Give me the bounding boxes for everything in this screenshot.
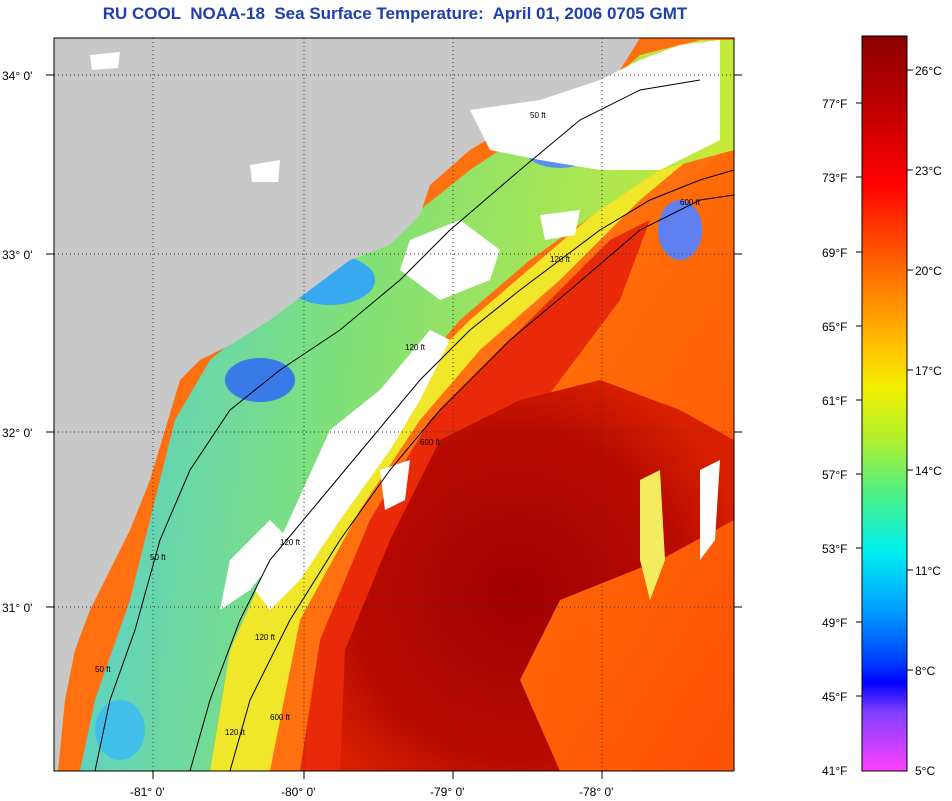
cloud-patch — [700, 460, 720, 560]
contour-label: 120 ft — [550, 255, 571, 264]
contour-label: 600 ft — [270, 713, 291, 722]
map-frame — [53, 37, 735, 772]
contour-label: 120 ft — [280, 538, 301, 547]
lat-label: 31° 0' — [2, 601, 32, 615]
lon-label: -78° 0' — [579, 785, 613, 799]
contour-label: 50 ft — [95, 665, 111, 674]
contour-label: 600 ft — [680, 198, 701, 207]
cloud-patch — [470, 40, 720, 170]
contour-label: 50 ft — [150, 553, 166, 562]
cloud-patch — [90, 52, 120, 70]
cloud-patch — [220, 520, 290, 610]
contour-label: 120 ft — [225, 728, 246, 737]
cloud-patch — [640, 470, 665, 600]
cloud-patch — [540, 210, 580, 240]
cool-patch — [225, 358, 295, 402]
cloud-patch — [400, 220, 500, 300]
lat-label: 33° 0' — [2, 248, 32, 262]
cool-patch — [95, 700, 145, 760]
cool-patch — [658, 200, 702, 260]
land-mass — [54, 38, 640, 771]
contour-label: 120 ft — [255, 633, 276, 642]
contour-label: 600 ft — [420, 438, 441, 447]
graticule — [54, 38, 734, 771]
contour-label: 50 ft — [530, 111, 546, 120]
lon-label: -79° 0' — [430, 785, 464, 799]
shelf-yellow — [210, 150, 700, 771]
lat-label: 34° 0' — [2, 69, 32, 83]
axis-ticks — [46, 74, 742, 779]
contour-label: 120 ft — [405, 343, 426, 352]
lon-label: -81° 0' — [130, 785, 164, 799]
cloud-patch — [255, 330, 450, 610]
gulf-core — [340, 380, 734, 771]
bathymetry-contours — [94, 79, 734, 771]
lon-label: -80° 0' — [281, 785, 315, 799]
cloud-patch — [250, 160, 280, 182]
cloud-patch — [380, 460, 410, 510]
map-title: RU COOL NOAA-18 Sea Surface Temperature:… — [102, 4, 688, 23]
lat-label: 32° 0' — [2, 426, 32, 440]
